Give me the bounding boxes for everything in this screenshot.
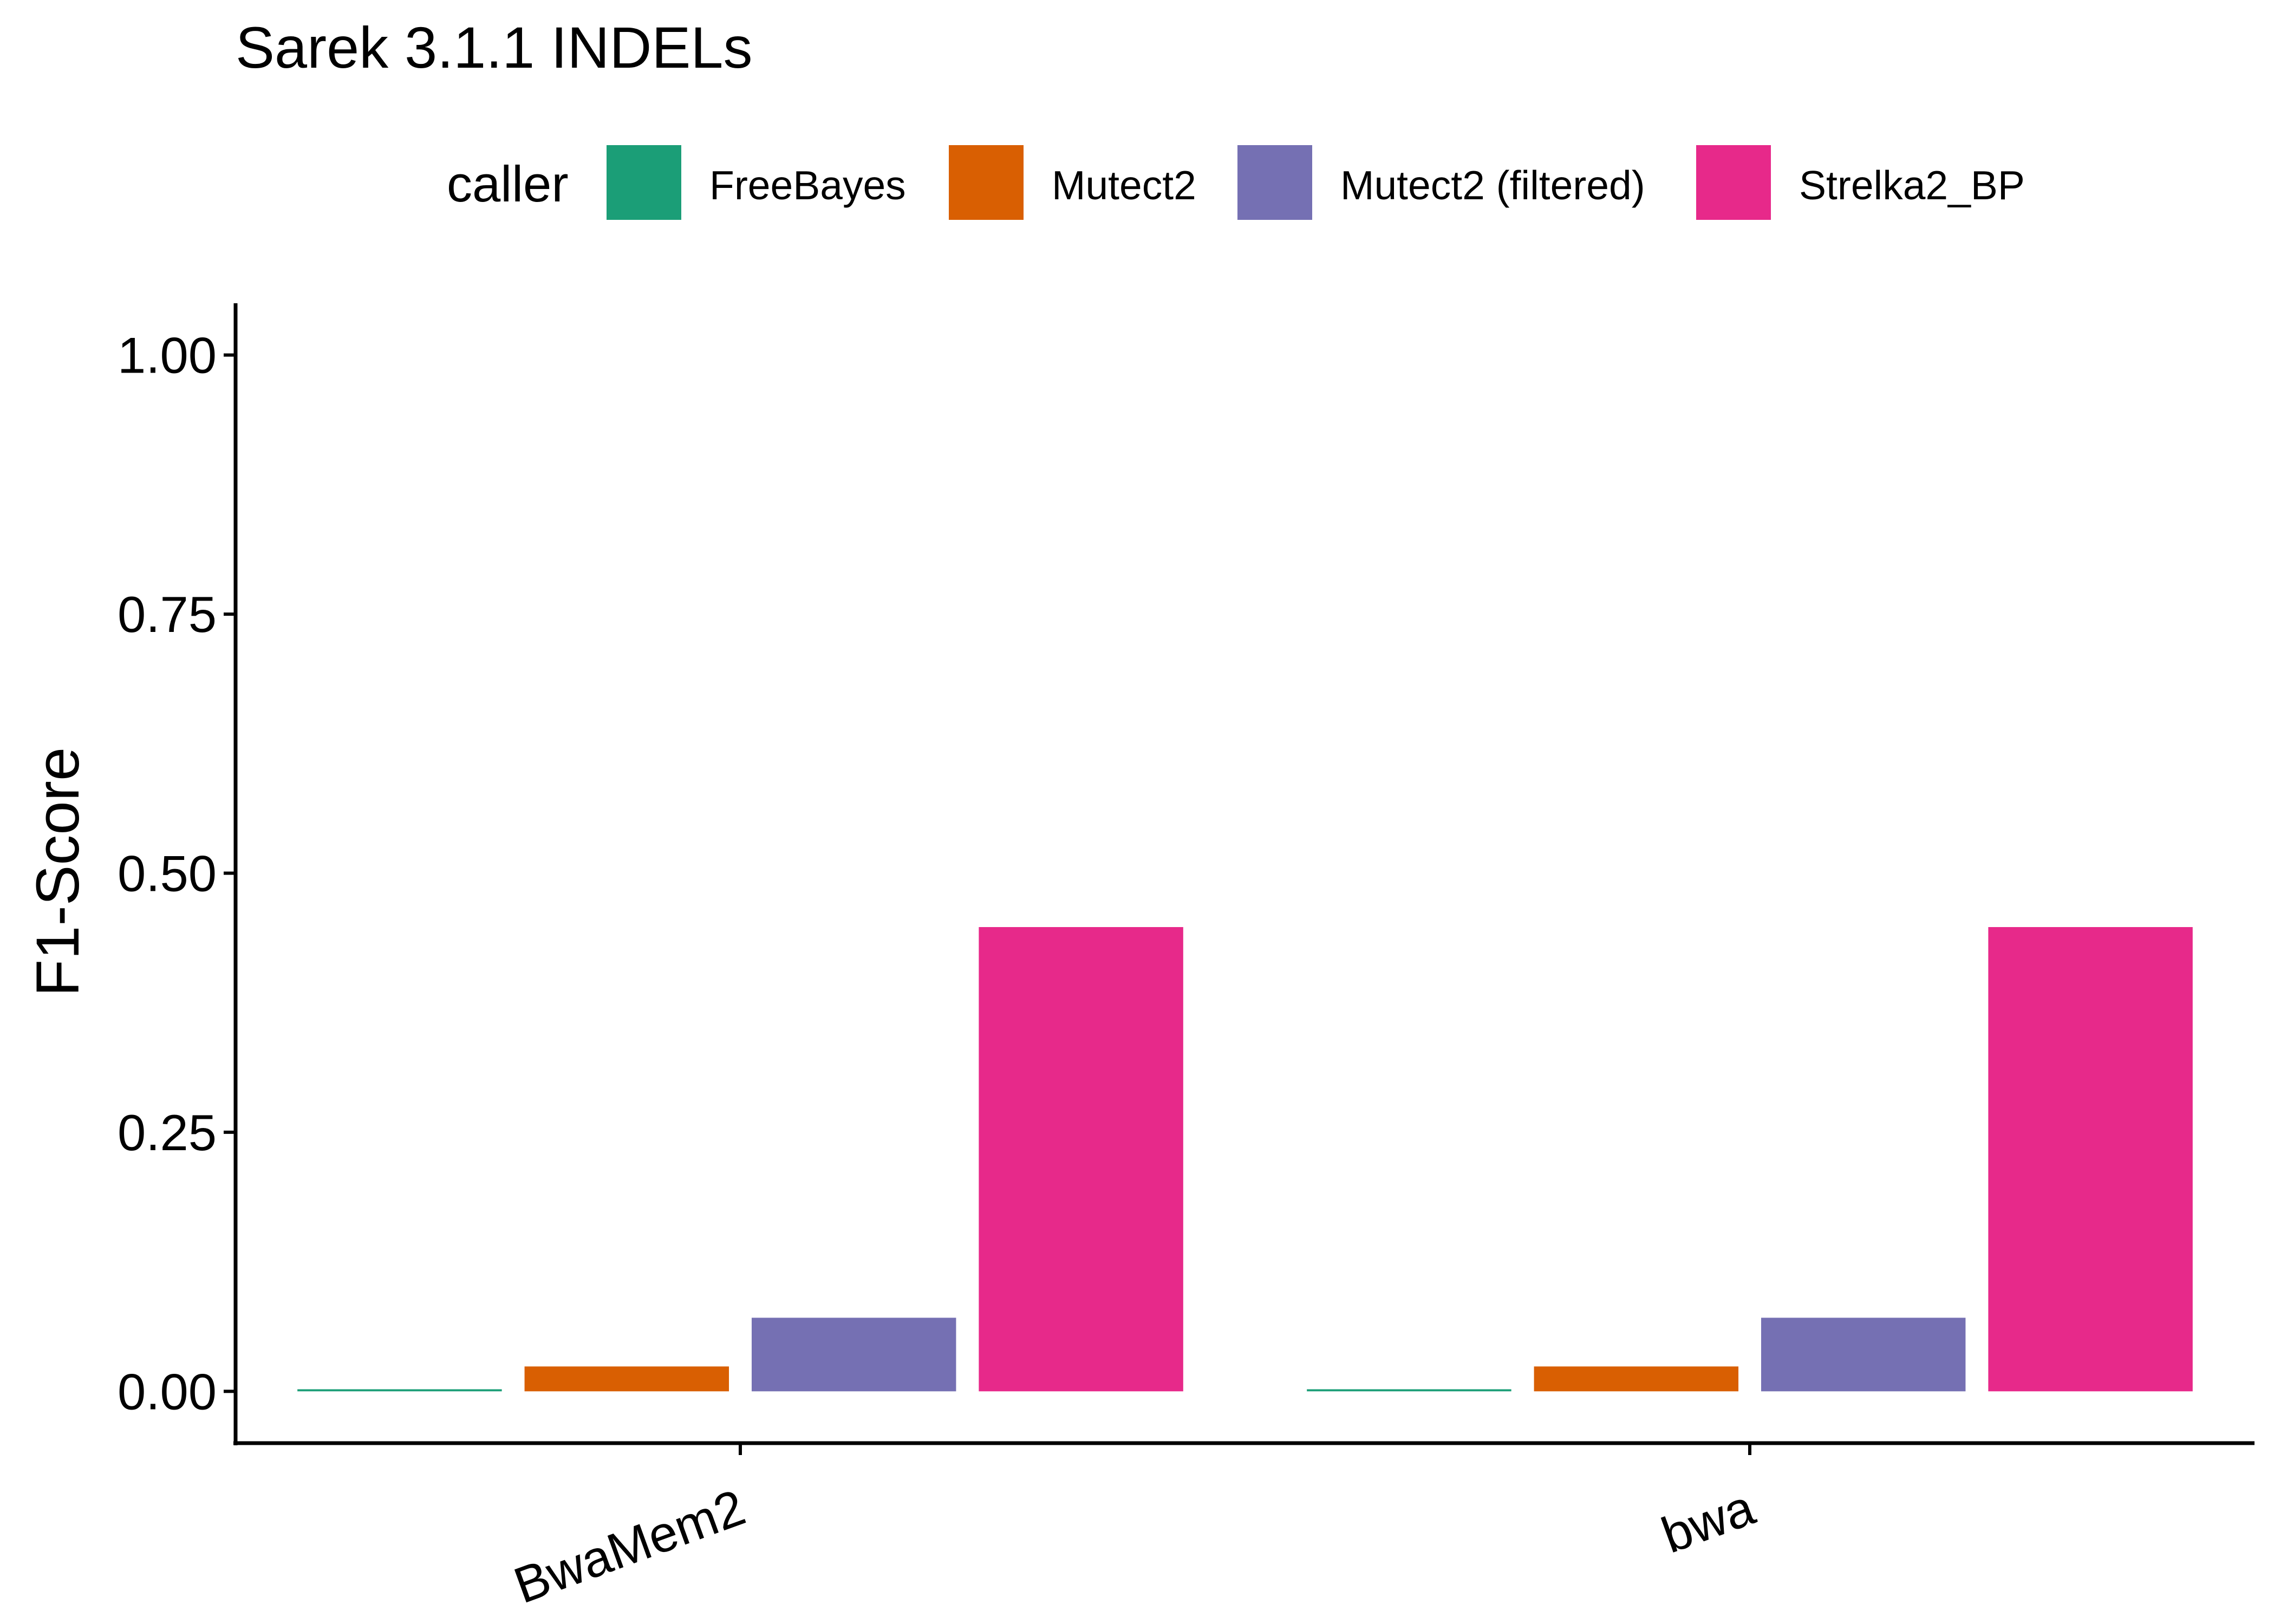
bar xyxy=(1534,1366,1739,1392)
legend-key xyxy=(1696,145,1771,220)
bar xyxy=(524,1366,729,1392)
y-axis: 0.00 0.25 0.50 0.75 1.00 xyxy=(118,327,236,1420)
bar xyxy=(297,1389,502,1392)
legend-label: Mutect2 (filtered) xyxy=(1340,162,1645,208)
legend-label: Strelka2_BP xyxy=(1799,162,2025,208)
chart-title: Sarek 3.1.1 INDELs xyxy=(236,15,752,80)
y-tick-label: 1.00 xyxy=(118,327,217,384)
legend-key xyxy=(949,145,1024,220)
bar xyxy=(751,1318,956,1392)
legend-key xyxy=(1237,145,1312,220)
y-tick-label: 0.00 xyxy=(118,1363,217,1420)
legend-label: Mutect2 xyxy=(1052,162,1196,208)
bar xyxy=(979,927,1183,1392)
y-tick-label: 0.75 xyxy=(118,586,217,643)
y-tick-label: 0.50 xyxy=(118,845,217,902)
bar xyxy=(1988,927,2193,1392)
legend-title: caller xyxy=(447,155,569,212)
bars xyxy=(297,927,2193,1392)
legend-label: FreeBayes xyxy=(709,162,906,208)
bar xyxy=(1761,1318,1966,1392)
y-axis-title-group: F1-Score xyxy=(24,747,92,997)
y-tick-label: 0.25 xyxy=(118,1104,217,1161)
legend-key xyxy=(607,145,681,220)
legend: caller FreeBayes Mutect2 Mutect2 (filtered… xyxy=(447,145,2025,220)
bar xyxy=(1307,1389,1511,1392)
y-axis-title: F1-Score xyxy=(24,747,92,997)
